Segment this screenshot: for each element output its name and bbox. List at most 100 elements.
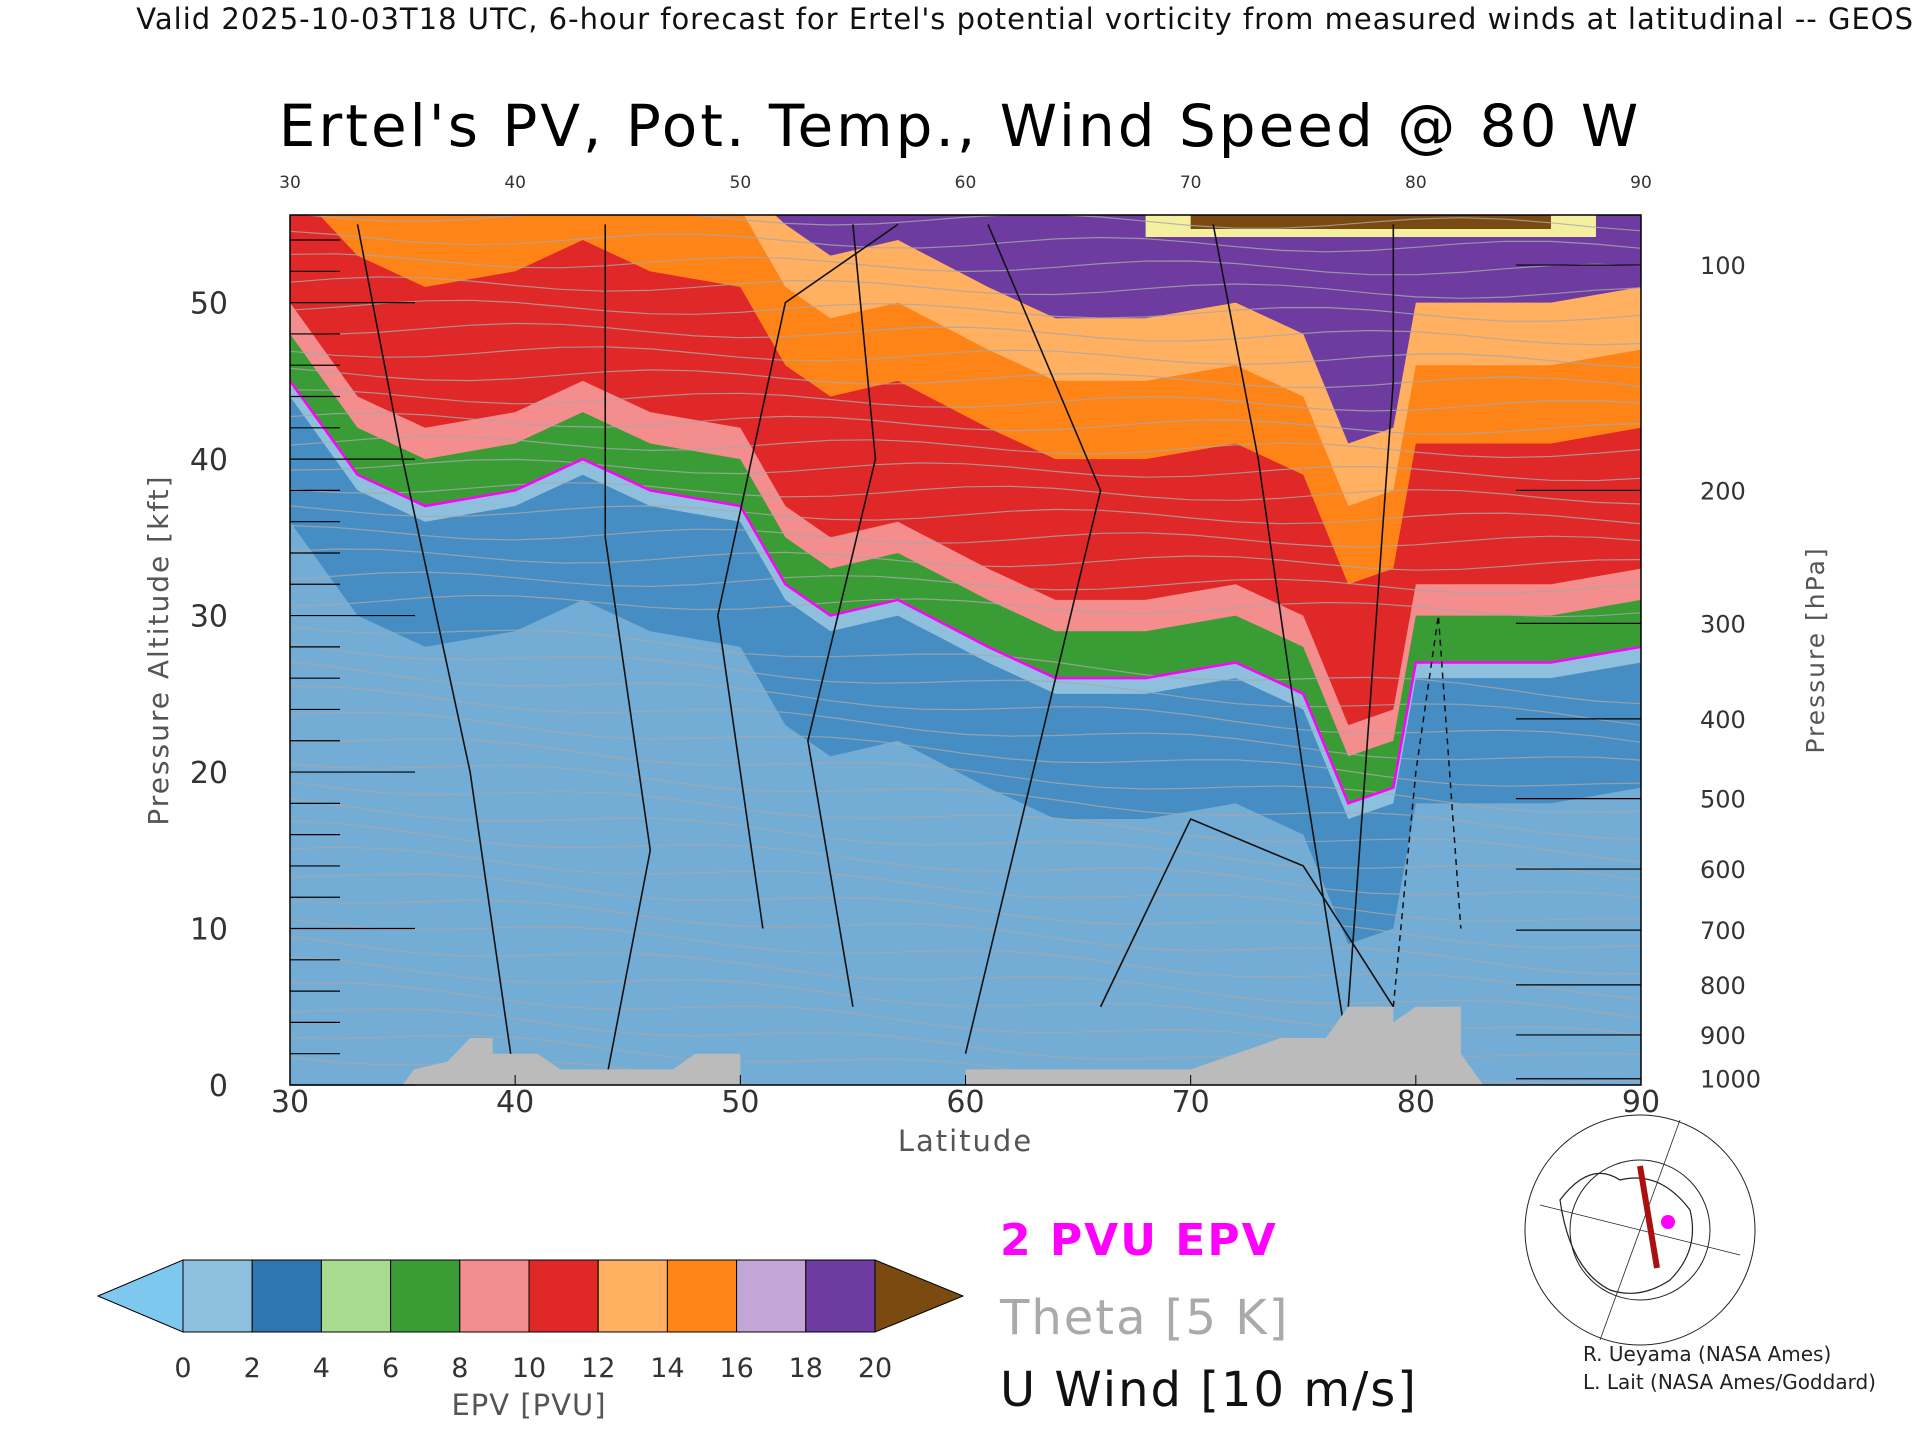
colorbar-tick-label: 2 — [244, 1353, 261, 1384]
x-top-tick-label: 90 — [1630, 173, 1652, 193]
colorbar-segment — [459, 1259, 530, 1333]
theta-contour — [290, 820, 1641, 898]
colorbar-tick-label: 6 — [382, 1353, 399, 1384]
theta-contour — [290, 661, 1641, 743]
theta-contour — [290, 299, 1641, 322]
theta-contour — [290, 594, 1641, 618]
x-top-tick-label: 70 — [1180, 173, 1202, 193]
theta-contour — [290, 899, 1641, 975]
pv-band-mid-blue — [290, 521, 1641, 1085]
colorbar-tick-label: 14 — [650, 1353, 684, 1384]
y-tick-label: 50 — [190, 287, 228, 322]
y-axis-label: Pressure Altitude [kft] — [142, 474, 175, 825]
map-meridian — [1599, 1119, 1681, 1341]
location-map-inset — [1524, 1114, 1756, 1346]
theta-contour — [290, 935, 1641, 1019]
colorbar-tick-label: 0 — [174, 1353, 191, 1384]
x-tick-label: 50 — [721, 1085, 759, 1120]
colorbar-segment — [528, 1259, 599, 1333]
x-tick-label: 70 — [1172, 1085, 1210, 1120]
u-wind-contour-negative — [1392, 615, 1462, 1007]
credit-author-2: L. Lait (NASA Ames/Goddard) — [1583, 1370, 1876, 1394]
colorbar-tick-label: 18 — [789, 1353, 823, 1384]
u-wind-contour — [964, 224, 1102, 1054]
colorbar-tick-label: 12 — [581, 1353, 615, 1384]
theta-contour — [290, 322, 1641, 346]
y-tick-label: 20 — [190, 756, 228, 791]
theta-contour — [290, 711, 1641, 787]
pressure-tick-label: 1000 — [1700, 1066, 1761, 1094]
u-wind-contour — [807, 224, 877, 1007]
theta-contour — [290, 525, 1641, 548]
colorbar-segment — [666, 1259, 738, 1333]
colorbar-tick-label: 10 — [512, 1353, 546, 1384]
legend-2pvu-epv: 2 PVU EPV — [1000, 1215, 1278, 1266]
colorbar-segment — [805, 1259, 876, 1333]
colorbar-segment — [736, 1259, 807, 1333]
pressure-tick-label: 700 — [1700, 917, 1746, 945]
map-latitude-circle — [1569, 1159, 1711, 1301]
y-tick-label: 10 — [190, 913, 228, 948]
theta-contour — [290, 846, 1641, 922]
theta-contour — [290, 738, 1641, 814]
x-tick-label: 80 — [1397, 1085, 1435, 1120]
theta-contour — [290, 571, 1641, 594]
theta-contour — [290, 346, 1641, 369]
legend-theta: Theta [5 K] — [1000, 1290, 1290, 1346]
colorbar-over-arrow — [874, 1259, 965, 1333]
theta-contour — [290, 412, 1641, 435]
tropopause-2pvu-contour — [290, 380, 1641, 805]
y-axis-label-right: Pressure [hPa] — [1801, 546, 1830, 753]
colorbar-tick-label: 4 — [313, 1353, 330, 1384]
theta-contour — [290, 798, 1641, 881]
pressure-tick-label: 200 — [1700, 477, 1746, 505]
colorbar-segment — [251, 1259, 322, 1333]
colorbar-segment — [182, 1259, 253, 1333]
y-tick-label: 0 — [209, 1069, 228, 1104]
colorbar-segment — [320, 1259, 392, 1333]
colorbar-under-arrow — [96, 1259, 184, 1333]
u-wind-contour — [356, 224, 516, 1085]
x-tick-label: 30 — [271, 1085, 309, 1120]
theta-contour — [290, 780, 1641, 863]
u-wind-contour — [604, 224, 652, 1085]
forecast-header: Valid 2025-10-03T18 UTC, 6-hour forecast… — [136, 2, 1914, 36]
map-globe-outline — [1524, 1114, 1756, 1346]
x-tick-label: 60 — [946, 1085, 984, 1120]
colorbar-tick-label: 8 — [451, 1353, 468, 1384]
theta-contour — [290, 685, 1641, 761]
theta-contour — [290, 918, 1641, 1000]
y-tick-label: 40 — [190, 443, 228, 478]
u-wind-contour — [1099, 817, 1394, 1008]
colorbar-tick-label: 16 — [719, 1353, 753, 1384]
map-cross-section-line — [1637, 1165, 1660, 1269]
pressure-tick-label: 900 — [1700, 1022, 1746, 1050]
pressure-tick-label: 300 — [1700, 610, 1746, 638]
x-top-tick-label: 50 — [730, 173, 752, 193]
u-wind-contour — [1212, 224, 1350, 1054]
u-wind-contour — [717, 223, 899, 929]
terrain — [290, 1006, 1484, 1085]
x-tick-label: 90 — [1622, 1085, 1660, 1120]
theta-contour — [290, 482, 1641, 505]
colorbar-label: EPV [PVU] — [451, 1388, 606, 1422]
pressure-tick-label: 400 — [1700, 706, 1746, 734]
colorbar-segment — [390, 1259, 461, 1333]
theta-contour — [290, 873, 1641, 949]
theta-contour — [290, 458, 1641, 482]
theta-contour — [290, 763, 1641, 840]
x-top-tick-label: 60 — [955, 173, 977, 193]
y-tick-label: 30 — [190, 600, 228, 635]
theta-contour — [290, 1034, 1376, 1085]
theta-contour — [290, 643, 1641, 726]
map-coastline — [1559, 1172, 1694, 1294]
theta-contour — [290, 435, 1641, 459]
theta-contour — [290, 505, 1641, 525]
x-top-tick-label: 30 — [279, 173, 301, 193]
theta-contour — [290, 389, 1641, 412]
x-axis-label: Latitude — [898, 1124, 1033, 1158]
pv-band-purple — [774, 215, 1641, 444]
theta-contour — [290, 230, 1641, 253]
pressure-tick-label: 800 — [1700, 972, 1746, 1000]
